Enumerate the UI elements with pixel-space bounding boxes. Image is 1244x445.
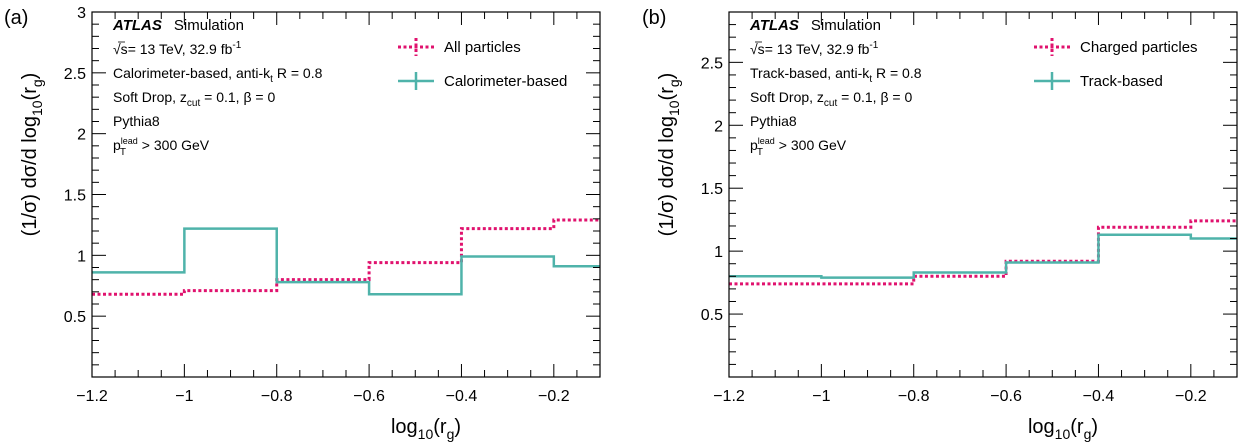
panel-label: (b)	[642, 7, 666, 29]
legend: All particles Calorimeter-based	[398, 38, 567, 90]
atlas-label: ATLAS Simulation	[749, 17, 881, 34]
panel-a: (a) −1.2 −1 −0.8 −0.6 −0.4 −0.2 0.5 1 1.5 2 2.5 3 log…	[4, 5, 601, 442]
legend-entry-label: All particles	[444, 39, 521, 56]
y-tick-label: 1	[714, 244, 723, 261]
series-reconstructed-line	[729, 233, 1237, 279]
soft-drop-label: Soft Drop, zcut = 0.1, β = 0	[113, 89, 275, 109]
x-tick-label: −0.2	[538, 388, 570, 405]
energy-label: √s= 13 TeV, 32.9 fb-1	[750, 40, 879, 57]
y-tick-label: 1.5	[701, 181, 723, 198]
y-axis-label-part: 10	[29, 100, 45, 116]
y-axis-label-part: g	[29, 79, 45, 87]
y-tick-label: 3	[77, 5, 86, 22]
x-axis-label-part: (r	[433, 416, 447, 438]
annotation-block: ATLAS Simulation √s= 13 TeV, 32.9 fb-1 Trac…	[749, 17, 922, 158]
generator-label: Pythia8	[113, 113, 160, 129]
x-tick-label: −1.2	[76, 388, 108, 405]
y-axis-label-part: g	[666, 79, 682, 87]
x-axis-label-part: log	[391, 416, 418, 438]
x-axis-label-part: )	[454, 416, 461, 438]
soft-drop-label: Soft Drop, zcut = 0.1, β = 0	[750, 89, 912, 109]
algorithm-label: Calorimeter-based, anti-kt R = 0.8	[113, 65, 323, 85]
y-axis-label-part: )	[656, 73, 678, 80]
series-reference-line	[729, 219, 1237, 286]
x-axis-label-part: g	[447, 426, 455, 442]
x-tick-label: −0.4	[446, 388, 478, 405]
x-axis-label-part: (r	[1070, 416, 1084, 438]
y-tick-label: 2.5	[701, 55, 723, 72]
atlas-label: ATLAS Simulation	[112, 17, 244, 34]
x-tick-label: −1	[175, 388, 193, 405]
x-axis-label-part: 10	[1055, 426, 1071, 442]
y-tick-label: 0.5	[701, 307, 723, 324]
x-tick-label: −0.8	[261, 388, 293, 405]
legend-entry-label: Calorimeter-based	[444, 73, 567, 90]
annotation-block: ATLAS Simulation √s= 13 TeV, 32.9 fb-1 Calo…	[112, 17, 323, 158]
series-reference-line	[92, 218, 600, 296]
legend: Charged particles Track-based	[1034, 38, 1198, 90]
panel-label: (a)	[4, 7, 28, 29]
algorithm-label: Track-based, anti-kt R = 0.8	[750, 65, 922, 85]
x-tick-label: −0.2	[1175, 388, 1207, 405]
y-axis-label-part: 10	[666, 100, 682, 116]
x-axis-label: log10(rg)	[391, 416, 461, 442]
x-axis-label-part: 10	[418, 426, 434, 442]
y-axis-label-part: (r	[19, 87, 41, 101]
x-tick-label: −0.8	[898, 388, 930, 405]
series-reconstructed-line	[92, 227, 600, 296]
y-tick-label: 0.5	[64, 309, 86, 326]
energy-label: √s= 13 TeV, 32.9 fb-1	[113, 40, 242, 57]
y-axis-label-part: (1/σ) dσ/d log	[19, 116, 41, 236]
x-axis-label-part: g	[1084, 426, 1092, 442]
pt-cut-label: plead T > 300 GeV	[750, 136, 847, 158]
y-axis-label: (1/σ) dσ/d log10(rg)	[656, 73, 682, 237]
y-tick-label: 2.5	[64, 66, 86, 83]
y-tick-label: 2	[77, 127, 86, 144]
y-axis-label-part: (1/σ) dσ/d log	[656, 116, 678, 236]
y-tick-label: 2	[714, 118, 723, 135]
x-tick-label: −1.2	[713, 388, 745, 405]
y-tick-label: 1	[77, 248, 86, 265]
x-tick-label: −0.6	[353, 388, 385, 405]
pt-cut-label: plead T > 300 GeV	[113, 136, 210, 158]
y-axis-label-part: )	[19, 73, 41, 80]
x-axis-label: log10(rg)	[1028, 416, 1098, 442]
x-tick-label: −1	[812, 388, 830, 405]
x-tick-label: −0.4	[1083, 388, 1115, 405]
x-axis-label-part: )	[1091, 416, 1098, 438]
x-tick-label: −0.6	[990, 388, 1022, 405]
y-axis-label: (1/σ) dσ/d log10(rg)	[19, 73, 45, 237]
x-axis-label-part: log	[1028, 416, 1055, 438]
legend-entry-label: Charged particles	[1080, 39, 1198, 56]
legend-entry-label: Track-based	[1080, 73, 1163, 90]
y-tick-label: 1.5	[64, 188, 86, 205]
generator-label: Pythia8	[750, 113, 797, 129]
y-axis-label-part: (r	[656, 87, 678, 101]
panel-b: (b)−1.2 −1 −0.8 −0.6 −0.4 −0.20.511.522.5log1…	[642, 7, 1238, 442]
